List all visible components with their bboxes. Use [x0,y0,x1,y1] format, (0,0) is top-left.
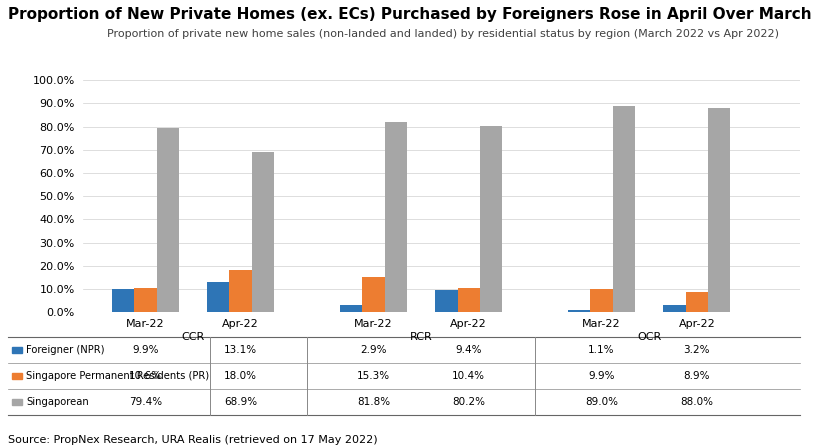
Text: 89.0%: 89.0% [585,397,618,407]
Bar [568,310,591,312]
Text: OCR: OCR [637,332,662,342]
Text: 81.8%: 81.8% [357,397,390,407]
Text: 68.9%: 68.9% [224,397,257,407]
Text: 9.9%: 9.9% [132,345,158,355]
Text: Mar-22: Mar-22 [126,319,165,329]
Text: 2.9%: 2.9% [361,345,387,355]
Text: 79.4%: 79.4% [129,397,162,407]
Text: CCR: CCR [182,332,205,342]
Bar [436,290,458,312]
Bar [229,270,252,312]
Bar [157,128,179,312]
Bar [686,292,708,312]
Text: Apr-22: Apr-22 [678,319,715,329]
Bar [591,289,613,312]
Text: 18.0%: 18.0% [224,371,257,381]
Text: Source: PropNex Research, URA Realis (retrieved on 17 May 2022): Source: PropNex Research, URA Realis (re… [8,435,378,445]
Bar [362,277,384,312]
Text: Mar-22: Mar-22 [354,319,393,329]
Bar [134,288,157,312]
Bar [252,153,274,312]
Bar [340,306,362,312]
Text: Mar-22: Mar-22 [582,319,621,329]
Bar [207,282,229,312]
Text: Foreigner (NPR): Foreigner (NPR) [26,345,105,355]
Text: 13.1%: 13.1% [224,345,257,355]
Text: 88.0%: 88.0% [681,397,714,407]
Bar [663,305,686,312]
Text: RCR: RCR [410,332,432,342]
Bar [112,289,134,312]
Bar [708,108,730,312]
Text: 8.9%: 8.9% [684,371,710,381]
Text: 15.3%: 15.3% [357,371,390,381]
Bar [613,106,635,312]
Text: Apr-22: Apr-22 [450,319,487,329]
Text: Singapore Permanent Residents (PR): Singapore Permanent Residents (PR) [26,371,210,381]
Text: 9.4%: 9.4% [455,345,482,355]
Text: 9.9%: 9.9% [588,371,615,381]
Text: 1.1%: 1.1% [588,345,615,355]
Bar [480,126,502,312]
Text: Proportion of private new home sales (non-landed and landed) by residential stat: Proportion of private new home sales (no… [107,29,780,39]
Text: Apr-22: Apr-22 [222,319,259,329]
Bar [458,288,480,312]
Text: Singaporean: Singaporean [26,397,89,407]
Text: 10.4%: 10.4% [452,371,485,381]
Text: 10.6%: 10.6% [129,371,162,381]
Text: 3.2%: 3.2% [684,345,710,355]
Text: 80.2%: 80.2% [452,397,485,407]
Bar [384,123,407,312]
Text: Proportion of New Private Homes (ex. ECs) Purchased by Foreigners Rose in April : Proportion of New Private Homes (ex. ECs… [8,7,812,22]
